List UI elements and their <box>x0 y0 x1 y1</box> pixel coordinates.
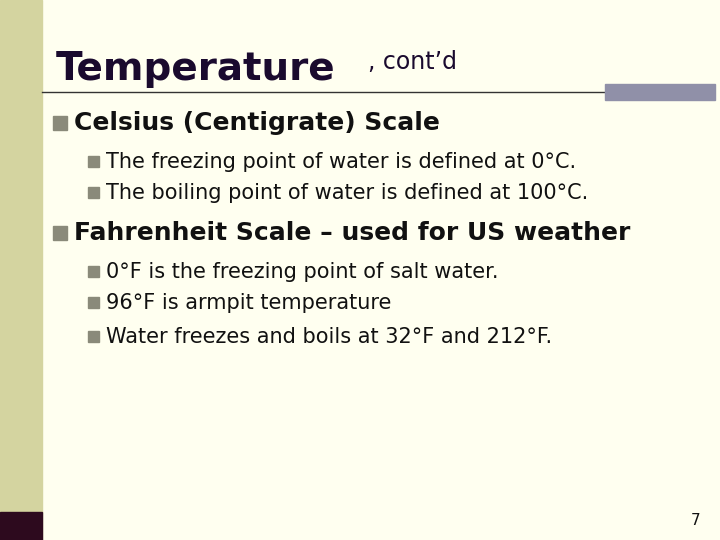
Bar <box>88 297 99 308</box>
Text: The boiling point of water is defined at 100°C.: The boiling point of water is defined at… <box>106 183 588 203</box>
Bar <box>88 156 99 167</box>
Text: 0°F is the freezing point of salt water.: 0°F is the freezing point of salt water. <box>106 262 498 282</box>
Bar <box>53 226 67 240</box>
Bar <box>88 266 99 277</box>
Text: Water freezes and boils at 32°F and 212°F.: Water freezes and boils at 32°F and 212°… <box>106 327 552 347</box>
Text: The freezing point of water is defined at 0°C.: The freezing point of water is defined a… <box>106 152 576 172</box>
Text: 96°F is armpit temperature: 96°F is armpit temperature <box>106 293 392 313</box>
Bar <box>0 512 42 540</box>
Bar <box>88 187 99 198</box>
Text: Temperature: Temperature <box>56 50 336 88</box>
Bar <box>0 0 42 540</box>
Bar <box>88 331 99 342</box>
Text: 7: 7 <box>690 513 700 528</box>
Text: Celsius (Centigrate) Scale: Celsius (Centigrate) Scale <box>74 111 440 135</box>
Text: Fahrenheit Scale – used for US weather: Fahrenheit Scale – used for US weather <box>74 221 631 245</box>
Text: , cont’d: , cont’d <box>368 50 457 74</box>
Bar <box>53 116 67 130</box>
Bar <box>605 84 715 100</box>
